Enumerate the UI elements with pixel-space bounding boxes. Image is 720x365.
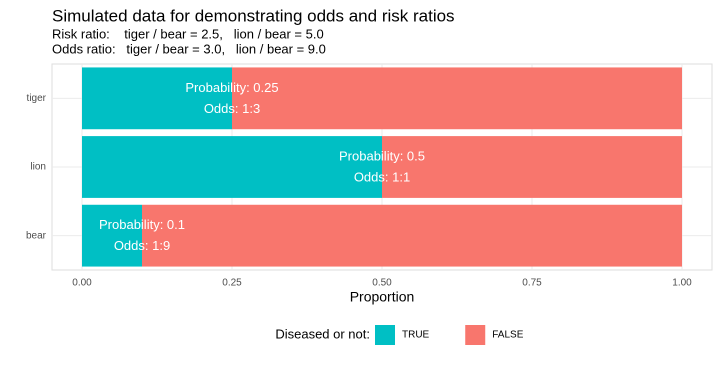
x-tick-label: 0.50: [372, 278, 392, 289]
legend-label: FALSE: [492, 330, 523, 341]
x-tick-label: 0.75: [522, 278, 542, 289]
bar-segment: [232, 67, 682, 130]
legend-swatch: [375, 325, 395, 345]
y-tick-label: tiger: [27, 93, 47, 104]
legend-swatch: [465, 325, 486, 345]
legend-title: Diseased or not:: [275, 326, 370, 341]
chart-title: Simulated data for demonstrating odds an…: [52, 6, 455, 25]
x-tick-label: 0.00: [72, 278, 92, 289]
bar-segment: [82, 136, 382, 198]
bar-segment: [82, 67, 232, 130]
annotation: Probability: 0.25: [185, 80, 278, 95]
annotation: Probability: 0.1: [99, 217, 185, 232]
annotation: Odds: 1:3: [204, 101, 260, 116]
annotation: Odds: 1:1: [354, 169, 410, 184]
y-tick-label: bear: [26, 230, 47, 241]
bar-segment: [142, 204, 682, 267]
annotation: Odds: 1:9: [114, 238, 170, 253]
x-axis-label: Proportion: [350, 289, 415, 305]
bar-segment: [382, 136, 682, 198]
y-tick-label: lion: [30, 162, 46, 173]
bar-segment: [82, 204, 142, 267]
x-tick-label: 0.25: [222, 278, 242, 289]
subtitle: Risk ratio: tiger / bear = 2.5, lion / b…: [52, 26, 324, 41]
annotation: Probability: 0.5: [339, 148, 425, 163]
legend-label: TRUE: [402, 330, 430, 341]
x-tick-label: 1.00: [672, 278, 692, 289]
subtitle: Odds ratio: tiger / bear = 3.0, lion / b…: [52, 41, 326, 56]
